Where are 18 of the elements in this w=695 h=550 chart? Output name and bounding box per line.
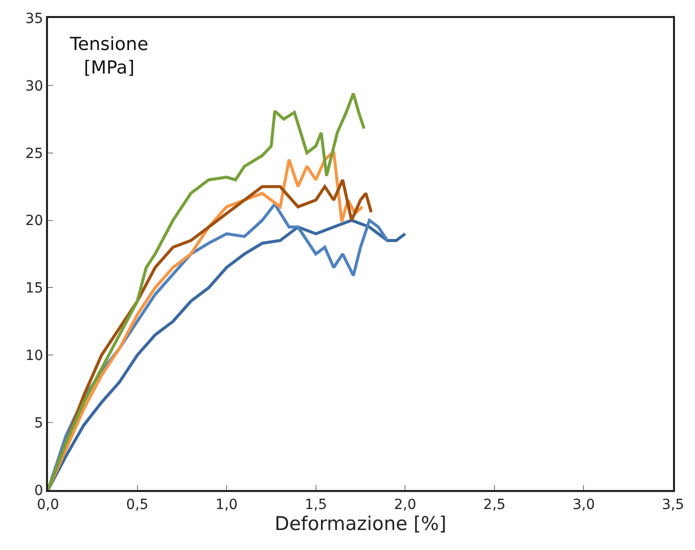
y-axis-title: Tensione [MPa] [69,34,148,78]
y-tick-label: 25 [25,146,44,162]
x-tick-label: 1,5 [304,496,327,513]
x-tick-label: 2,0 [394,496,416,513]
x-tick-label: 3,5 [662,496,684,513]
y-tick-label: 10 [25,348,44,364]
y-tick-label: 15 [25,280,44,297]
y-tick-label: 30 [25,78,44,94]
x-tick-label: 1,0 [215,496,238,513]
x-tick-label: 0,0 [36,496,60,513]
y-tick-label: 5 [34,415,44,432]
y-tick-label: 0 [34,482,44,499]
x-tick-label: 2,5 [483,496,506,513]
x-tick-label: 0,5 [126,496,148,513]
x-axis-title: Deformazione [%] [274,512,446,535]
y-tick-label: 35 [25,10,44,27]
x-tick-label: 3,0 [572,496,595,513]
y-tick-label: 20 [25,213,44,230]
